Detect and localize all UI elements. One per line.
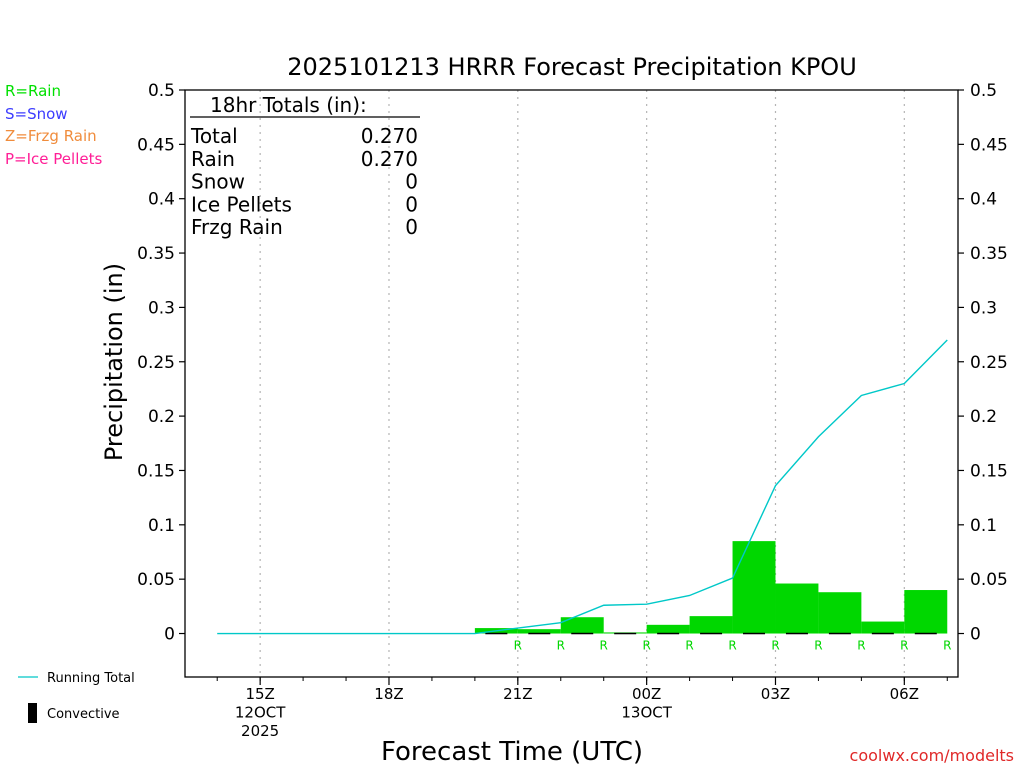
y-tick-label-left: 0.45 (137, 135, 175, 155)
precip-bar (646, 624, 690, 634)
credit-text: coolwx.com/modelts (850, 746, 1014, 765)
totals-row-label: Snow (191, 170, 245, 194)
type-legend-frzg-rain: Z=Frzg Rain (5, 127, 97, 145)
precip-type-label: R (728, 639, 736, 653)
totals-row-value: 0.270 (361, 147, 418, 171)
y-tick-label-left: 0.35 (137, 244, 175, 264)
totals-row-label: Ice Pellets (191, 192, 292, 216)
precip-type-label: R (900, 639, 908, 653)
totals-row-value: 0 (405, 215, 418, 239)
totals-row-label: Rain (191, 147, 235, 171)
precip-type-label: R (771, 639, 779, 653)
convective-bar (614, 632, 637, 635)
type-legend-snow: S=Snow (5, 105, 68, 123)
totals-row-value: 0 (405, 170, 418, 194)
y-tick-label-left: 0.15 (137, 461, 175, 481)
y-tick-label-right: 0 (970, 625, 981, 645)
convective-bar (828, 632, 851, 635)
plot-frame (184, 89, 959, 678)
x-tick-label: 13OCT (621, 704, 672, 722)
y-tick-label-right: 0.5 (970, 81, 997, 101)
x-tick-label: 2025 (241, 722, 279, 740)
y-tick-label-right: 0.4 (970, 190, 997, 210)
precip-type-label: R (685, 639, 693, 653)
y-tick-label-left: 0 (164, 625, 175, 645)
running-total-legend-label: Running Total (47, 671, 135, 686)
series-legend: Running Total Convective (18, 671, 135, 723)
y-tick-label-right: 0.35 (970, 244, 1008, 264)
type-legend-ice-pellets: P=Ice Pellets (5, 150, 102, 168)
convective-legend-label: Convective (47, 707, 120, 722)
precip-bar (517, 629, 561, 634)
x-tick-label: 18Z (374, 685, 403, 703)
convective-legend-swatch (28, 703, 37, 723)
precip-bar (904, 590, 948, 634)
precip-bar (775, 583, 819, 634)
x-tick-label: 15Z (245, 685, 274, 703)
precip-type-label: R (814, 639, 822, 653)
precip-type-label: R (514, 639, 522, 653)
x-tick-label: 06Z (890, 685, 919, 703)
totals-row-label: Frzg Rain (191, 215, 283, 239)
x-tick-label: 03Z (761, 685, 790, 703)
y-tick-label-left: 0.05 (137, 570, 175, 590)
running-total-line (217, 339, 948, 635)
y-tick-label-right: 0.2 (970, 407, 997, 427)
plot-area: R R R R R R R R R R R0 00.05 0.050.1 0.10.15 0.150.2 0.… (137, 81, 1008, 740)
y-tick-label-left: 0.2 (148, 407, 175, 427)
y-tick-label-right: 0.05 (970, 570, 1008, 590)
precip-type-label: R (857, 639, 865, 653)
y-tick-label-right: 0.25 (970, 353, 1008, 373)
convective-bar (485, 632, 508, 635)
precip-type-label: R (600, 639, 608, 653)
x-tick-label: 12OCT (235, 704, 286, 722)
y-tick-label-left: 0.25 (137, 353, 175, 373)
convective-bar (657, 632, 680, 635)
precip-bar (560, 617, 604, 634)
totals-row-label: Total (190, 124, 238, 148)
y-tick-label-left: 0.3 (148, 298, 175, 318)
x-tick-label: 00Z (632, 685, 661, 703)
totals-box-title: 18hr Totals (in): (210, 93, 367, 117)
convective-bar (743, 632, 766, 635)
convective-bar (700, 632, 723, 635)
type-legend: R=Rain S=Snow Z=Frzg Rain P=Ice Pellets (5, 82, 102, 168)
y-tick-label-right: 0.1 (970, 516, 997, 536)
x-axis-label: Forecast Time (UTC) (381, 737, 643, 767)
convective-bar (785, 632, 808, 635)
convective-bar (571, 632, 594, 635)
type-legend-rain: R=Rain (5, 82, 61, 100)
y-tick-label-left: 0.5 (148, 81, 175, 101)
convective-bar (871, 632, 894, 635)
totals-row-value: 0 (405, 192, 418, 216)
y-tick-label-left: 0.1 (148, 516, 175, 536)
x-tick-label: 21Z (503, 685, 532, 703)
precip-bar (861, 621, 905, 634)
precip-type-label: R (642, 639, 650, 653)
precip-type-label: R (557, 639, 565, 653)
convective-bar (914, 632, 937, 635)
precip-bar (818, 592, 862, 634)
y-axis-label: Precipitation (in) (100, 263, 128, 461)
chart-title: 2025101213 HRRR Forecast Precipitation K… (287, 53, 857, 81)
y-tick-label-right: 0.45 (970, 135, 1008, 155)
precip-type-label: R (943, 639, 951, 653)
convective-bar (528, 632, 551, 635)
y-tick-label-left: 0.4 (148, 190, 175, 210)
totals-row-value: 0.270 (361, 124, 418, 148)
precip-bar (732, 541, 776, 634)
precip-bar (689, 616, 733, 634)
y-tick-label-right: 0.3 (970, 298, 997, 318)
y-tick-label-right: 0.15 (970, 461, 1008, 481)
